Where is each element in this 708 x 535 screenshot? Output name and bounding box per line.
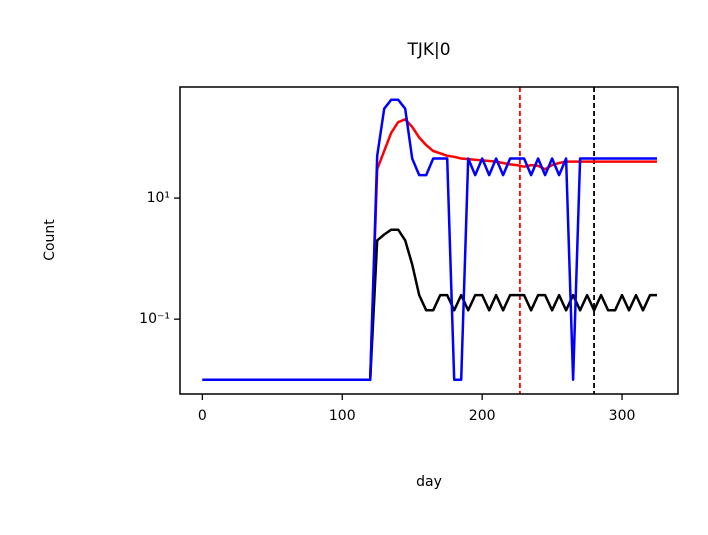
- y-tick-label: 10⁻¹: [139, 311, 170, 327]
- chart-title: TJK|0: [406, 40, 450, 60]
- series-line: [202, 98, 657, 381]
- x-tick-label: 0: [198, 408, 207, 424]
- x-axis-label: day: [416, 474, 442, 490]
- plot-frame: [179, 86, 679, 395]
- x-tick-label: 300: [609, 408, 636, 424]
- x-tick-label: 100: [329, 408, 356, 424]
- y-tick-label: 10¹: [147, 190, 170, 206]
- x-tick-label: 200: [469, 408, 496, 424]
- y-axis-label: Count: [42, 219, 58, 261]
- series-line: [202, 228, 657, 381]
